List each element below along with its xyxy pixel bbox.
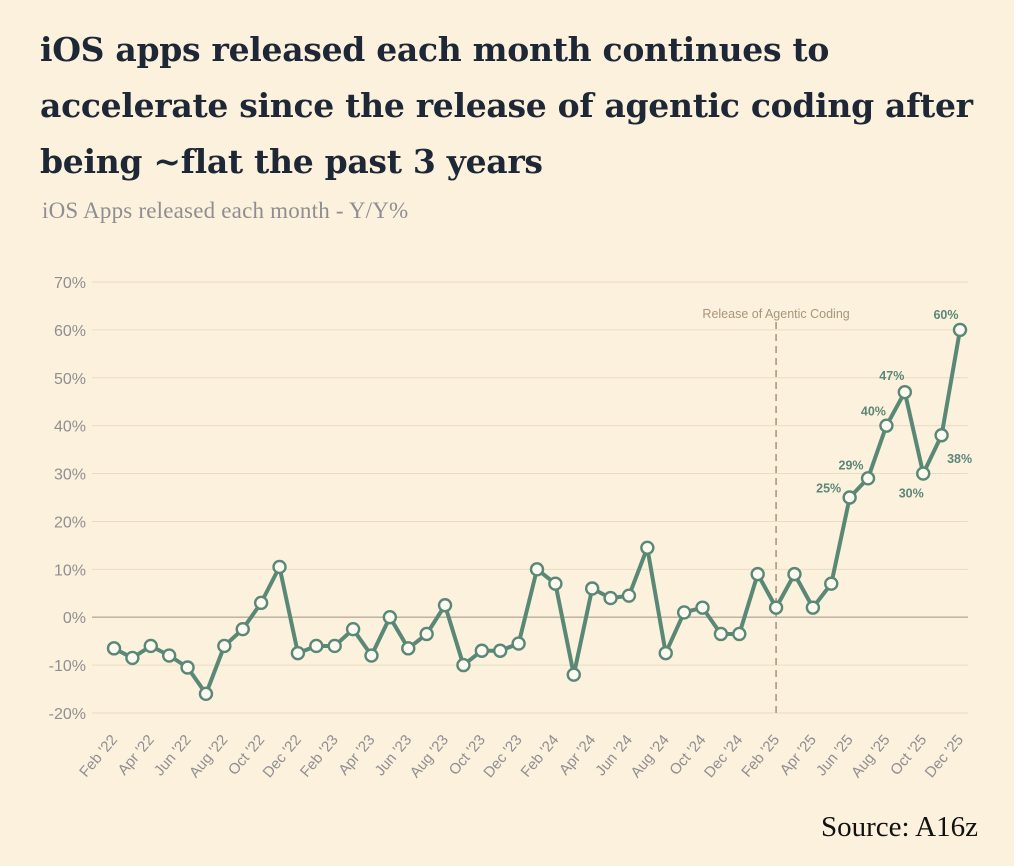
x-tick-label: Dec '24 [701,732,746,782]
data-label: 38% [947,452,972,466]
x-tick-label: Apr '25 [777,732,820,779]
data-point [750,566,765,582]
data-point [879,418,894,433]
data-point [327,638,342,654]
data-point [106,641,122,656]
data-point [824,576,839,591]
data-point [529,562,545,577]
data-label: 29% [839,458,864,472]
y-tick-label: 10% [54,562,86,579]
grid-layer [92,281,968,714]
data-point [640,540,655,555]
series-line [112,327,962,696]
data-point [676,605,692,620]
data-point [934,428,949,443]
data-point [732,626,747,642]
data-point [548,576,563,591]
data-point [272,559,287,575]
x-tick-label: Feb '25 [738,732,783,781]
data-point [842,490,857,505]
data-point [897,384,913,400]
data-point [713,626,729,642]
data-point [768,600,784,615]
data-point [364,648,379,663]
x-tick-label: Aug '24 [627,732,672,782]
data-point [419,626,434,642]
x-tick-label: Apr '23 [335,732,378,779]
x-tick-label: Apr '22 [115,732,158,779]
data-point [180,660,195,675]
y-tick-label: -10% [49,658,86,675]
data-point [345,621,361,637]
data-point [456,657,471,673]
data-point [695,600,710,615]
data-point [860,471,876,486]
data-point [253,595,269,611]
data-label: 60% [933,308,958,322]
data-point [603,590,618,606]
annotation-label: Release of Agentic Coding [702,307,849,321]
x-tick-label: Aug '23 [407,732,452,782]
data-point [401,641,416,656]
data-label: 47% [879,369,904,383]
data-label: 40% [861,405,886,419]
y-tick-label: 40% [54,419,86,436]
data-point [290,645,306,661]
data-point [309,638,324,654]
x-tick-label: Dec '23 [480,732,525,782]
y-axis-ticks: 70% 60% 50% 40% 30% 20% 10% 0% -10% -20% [49,275,86,723]
data-point [125,650,140,666]
y-tick-label: 70% [54,275,86,292]
data-point [217,638,232,654]
y-tick-label: 20% [54,514,86,531]
data-point [474,643,490,658]
data-point [437,598,453,613]
y-tick-label: 60% [54,323,86,340]
data-point [235,621,250,637]
data-point [198,686,214,702]
y-tick-label: 0% [63,610,86,627]
data-point [658,645,673,661]
data-point [382,610,398,625]
y-tick-label: 50% [54,371,86,388]
data-point [787,566,802,582]
data-label: 25% [816,482,841,496]
data-point [493,643,508,658]
series-line-layer [112,327,962,696]
x-tick-label: Feb '24 [518,732,563,781]
x-tick-label: Dec '22 [260,732,305,782]
data-point [621,588,637,603]
data-point [916,466,931,481]
data-point [161,648,177,663]
data-point [805,600,821,615]
source-credit: Source: A16z [820,811,978,843]
x-tick-label: Aug '22 [186,732,231,782]
data-point [584,581,600,596]
data-point [143,638,158,654]
x-tick-label: Apr '24 [556,732,599,779]
y-tick-label: 30% [54,467,86,484]
y-tick-label: -20% [49,706,86,723]
x-tick-label: Feb '23 [297,732,342,781]
data-point-layer [106,322,968,702]
annotation-layer: Release of Agentic Coding [702,307,850,713]
data-point [511,636,526,651]
x-tick-label: Dec '25 [922,732,967,782]
data-point [952,322,968,338]
data-label-layer: 25% 29% 40% 47% 30% 38% 60% [816,308,972,501]
x-tick-label: Aug '25 [848,732,893,782]
data-label: 30% [899,487,924,501]
x-tick-label: Feb '22 [76,732,121,781]
data-point [566,667,581,682]
chart-title: iOS apps released each month continues t… [40,30,973,181]
chart-subtitle: iOS Apps released each month - Y/Y% [42,198,409,223]
